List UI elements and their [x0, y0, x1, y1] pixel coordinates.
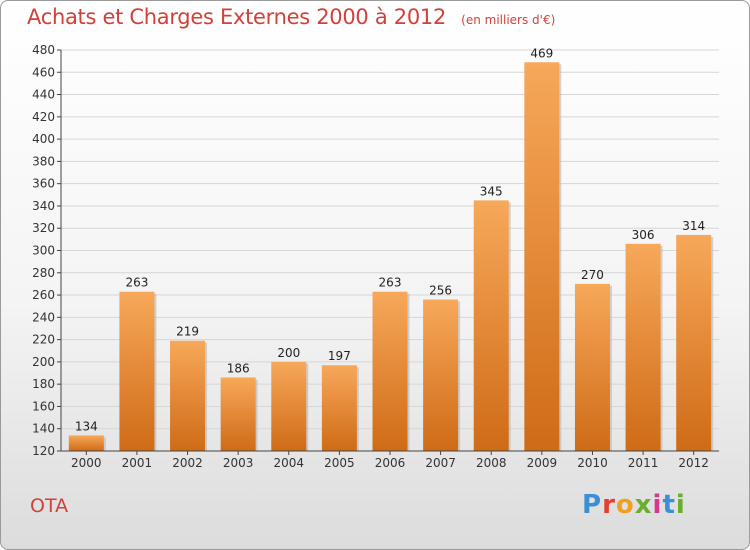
bar-value-label: 345: [480, 184, 503, 198]
x-tick-label: 2011: [628, 456, 659, 470]
title-row: Achats et Charges Externes 2000 à 2012 (…: [27, 5, 555, 29]
x-tick-label: 2008: [476, 456, 507, 470]
y-tick-label: 340: [32, 199, 55, 213]
y-tick-label: 360: [32, 177, 55, 191]
bar-2007[interactable]: [423, 299, 459, 451]
y-tick-label: 140: [32, 422, 55, 436]
bar-2005[interactable]: [321, 365, 357, 451]
y-tick-label: 400: [32, 132, 55, 146]
bar-value-label: 186: [227, 361, 250, 375]
bar-2010[interactable]: [574, 283, 610, 451]
logo-letter: i: [652, 490, 663, 520]
y-tick-label: 200: [32, 355, 55, 369]
bar-value-label: 197: [328, 349, 351, 363]
x-tick-label: 2004: [273, 456, 304, 470]
x-tick-label: 2001: [122, 456, 153, 470]
bar-2001[interactable]: [119, 291, 155, 451]
bar-2008[interactable]: [473, 200, 509, 451]
bar-2000[interactable]: [68, 435, 104, 451]
bar-value-label: 314: [682, 219, 705, 233]
y-tick-label: 240: [32, 310, 55, 324]
bar-2003[interactable]: [220, 377, 256, 451]
bar-value-label: 263: [379, 276, 402, 290]
y-tick-label: 320: [32, 221, 55, 235]
bar-2006[interactable]: [372, 291, 408, 451]
logo-letter: P: [582, 490, 603, 520]
bar-2002[interactable]: [170, 340, 206, 451]
y-tick-label: 220: [32, 333, 55, 347]
bar-value-label: 469: [530, 46, 553, 60]
chart-unit: (en milliers d'€): [461, 13, 556, 27]
bar-value-label: 134: [75, 419, 98, 433]
y-tick-label: 180: [32, 377, 55, 391]
chart-title: Achats et Charges Externes 2000 à 2012: [27, 5, 447, 29]
x-tick-label: 2006: [375, 456, 406, 470]
bar-value-label: 200: [277, 346, 300, 360]
x-tick-label: 2009: [527, 456, 558, 470]
bar-2004[interactable]: [271, 361, 307, 451]
y-tick-label: 380: [32, 154, 55, 168]
proxiti-logo[interactable]: Proxiti: [582, 490, 686, 520]
logo-letter: i: [675, 490, 686, 520]
bar-2012[interactable]: [676, 234, 712, 451]
y-tick-label: 480: [32, 43, 55, 57]
logo-letter: x: [634, 490, 653, 520]
bar-2009[interactable]: [524, 62, 560, 451]
logo-letter: r: [602, 490, 616, 520]
bar-value-label: 256: [429, 284, 452, 298]
bar-value-label: 263: [125, 276, 148, 290]
x-tick-label: 2007: [425, 456, 456, 470]
y-tick-label: 160: [32, 399, 55, 413]
y-tick-label: 120: [32, 444, 55, 458]
x-tick-label: 2005: [324, 456, 355, 470]
logo-letter: o: [615, 490, 635, 520]
axes: 120 140 160 180 200 220 240 260 280 300 320 340 360 3…: [32, 43, 719, 470]
y-tick-label: 420: [32, 110, 55, 124]
x-tick-label: 2002: [172, 456, 203, 470]
logo-letter: t: [662, 490, 676, 520]
bar-value-label: 219: [176, 325, 199, 339]
y-tick-label: 300: [32, 244, 55, 258]
x-tick-label: 2012: [678, 456, 709, 470]
x-tick-label: 2003: [223, 456, 254, 470]
bar-value-label: 306: [632, 228, 655, 242]
x-tick-label: 2010: [577, 456, 608, 470]
y-tick-label: 440: [32, 88, 55, 102]
commune-label: OTA: [30, 495, 69, 517]
bars: 134 263 219 186 200 197 263 256 345 469 270 306 314: [68, 46, 714, 451]
bar-value-label: 270: [581, 268, 604, 282]
x-tick-label: 2000: [71, 456, 102, 470]
y-tick-label: 280: [32, 266, 55, 280]
y-tick-label: 260: [32, 288, 55, 302]
bar-2011[interactable]: [625, 243, 661, 451]
y-tick-label: 460: [32, 65, 55, 79]
